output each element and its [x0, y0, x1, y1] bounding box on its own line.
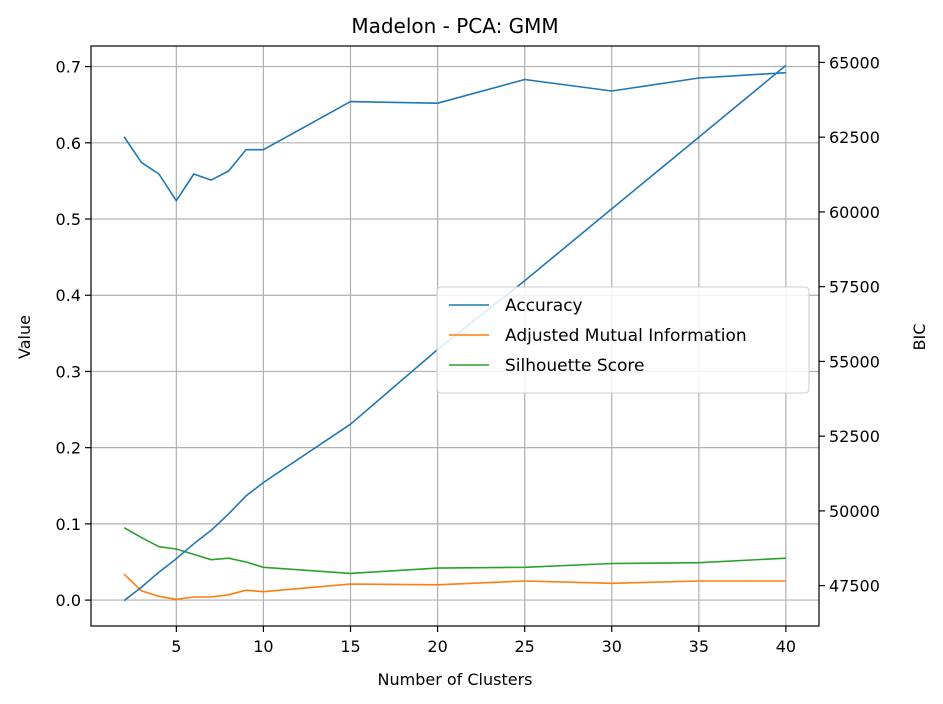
y-tick-label: 0.6: [56, 134, 81, 153]
chart-title: Madelon - PCA: GMM: [351, 14, 558, 38]
y-tick-label: 0.0: [56, 591, 81, 610]
x-tick-label: 40: [776, 637, 796, 656]
x-tick-label: 20: [427, 637, 447, 656]
x-tick-label: 10: [253, 637, 273, 656]
legend-label: Silhouette Score: [505, 356, 644, 376]
y-tick-label: 0.3: [56, 362, 81, 381]
x-tick-label: 5: [171, 637, 181, 656]
y2-tick-label: 55000: [829, 352, 880, 371]
y2-tick-label: 60000: [829, 203, 880, 222]
y-tick-label: 0.4: [56, 286, 81, 305]
y-axis-left: 0.0 0.1 0.2 0.3 0.4 0.5 0.6 0.7: [56, 58, 91, 610]
legend: Accuracy Adjusted Mutual Information Silho…: [436, 286, 810, 394]
series-accuracy-line: [123, 71, 786, 202]
legend-box: [436, 286, 810, 394]
y-tick-label: 0.1: [56, 515, 81, 534]
grid: [91, 46, 819, 626]
y2-tick-label: 62500: [829, 128, 880, 147]
series-silhouette-score-line: [123, 527, 786, 575]
x-tick-label: 30: [602, 637, 622, 656]
series-lines: [123, 64, 787, 602]
y2-axis-title: BIC: [910, 324, 929, 351]
series-bic-line: [123, 64, 787, 602]
y2-tick-label: 57500: [829, 278, 880, 297]
x-axis-title: Number of Clusters: [378, 670, 533, 689]
y2-tick-label: 52500: [829, 427, 880, 446]
y2-tick-label: 65000: [829, 53, 880, 72]
x-tick-label: 25: [514, 637, 534, 656]
x-tick-label: 35: [689, 637, 709, 656]
series-adjusted-mutual-information-line: [123, 573, 786, 601]
y-tick-label: 0.5: [56, 210, 81, 229]
legend-label: Accuracy: [505, 296, 583, 316]
y2-tick-label: 47500: [829, 577, 880, 596]
x-axis: 5 10 15 20 25 30 35 40: [171, 626, 796, 656]
y-axis-title: Value: [15, 315, 34, 359]
y-axis-right: 47500 50000 52500 55000 57500 60000 62500 65000: [819, 53, 880, 596]
plot-frame: [90, 45, 820, 627]
y-tick-label: 0.2: [56, 439, 81, 458]
y-tick-label: 0.7: [56, 58, 81, 77]
y2-tick-label: 50000: [829, 502, 880, 521]
legend-label: Adjusted Mutual Information: [505, 326, 747, 346]
x-tick-label: 15: [340, 637, 360, 656]
